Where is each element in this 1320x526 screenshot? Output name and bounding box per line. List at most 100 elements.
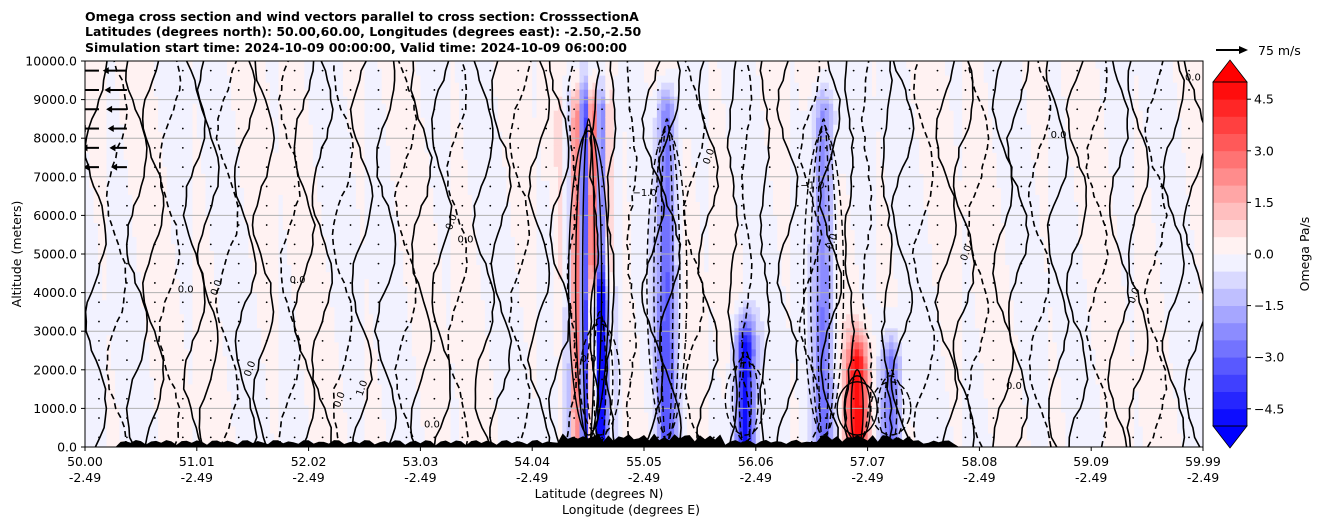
omega-cell xyxy=(97,292,103,301)
omega-cell xyxy=(248,320,254,329)
omega-cell xyxy=(467,117,473,125)
omega-cell xyxy=(330,390,335,399)
omega-cell xyxy=(403,180,409,188)
omega-cell xyxy=(291,201,297,209)
omega-cell xyxy=(433,229,439,238)
omega-cell xyxy=(295,348,301,357)
omega-cell xyxy=(420,390,426,399)
omega-cell xyxy=(153,355,159,364)
omega-cell xyxy=(407,194,413,202)
omega-cell xyxy=(192,124,198,132)
omega-cell xyxy=(377,145,383,153)
omega-cell xyxy=(205,229,211,238)
omega-cell xyxy=(338,89,344,97)
omega-cell xyxy=(132,138,138,146)
omega-cell xyxy=(416,180,421,188)
omega-cell xyxy=(140,82,146,90)
omega-cell xyxy=(343,236,348,245)
omega-cell xyxy=(351,348,357,357)
omega-cell xyxy=(330,355,335,364)
omega-cell xyxy=(463,320,469,329)
omega-cell xyxy=(300,285,305,294)
omega-cell xyxy=(239,383,245,392)
omega-cell xyxy=(407,355,413,364)
omega-cell xyxy=(454,369,460,378)
omega-cell xyxy=(355,397,361,406)
omega-cell xyxy=(252,103,258,111)
omega-cell xyxy=(123,425,129,434)
omega-cell xyxy=(368,390,374,399)
omega-cell xyxy=(355,75,361,83)
omega-cell xyxy=(394,292,400,301)
omega-cell xyxy=(429,432,434,441)
omega-cell xyxy=(351,187,357,195)
omega-cell xyxy=(325,432,331,441)
omega-cell xyxy=(244,348,249,357)
omega-cell xyxy=(222,194,228,202)
omega-cell xyxy=(166,222,172,231)
omega-cell xyxy=(123,348,129,357)
omega-cell xyxy=(269,187,275,195)
omega-cell xyxy=(171,145,176,153)
omega-cell xyxy=(381,348,387,357)
omega-cell xyxy=(441,68,447,76)
omega-cell xyxy=(433,159,439,167)
omega-cell xyxy=(321,425,327,434)
omega-cell xyxy=(472,194,477,202)
omega-cell xyxy=(330,68,335,76)
omega-cell xyxy=(252,131,258,139)
omega-cell xyxy=(123,194,129,202)
omega-cell xyxy=(441,215,447,224)
omega-cell xyxy=(85,110,90,118)
omega-cell xyxy=(321,397,327,406)
omega-cell xyxy=(446,82,452,90)
omega-cell xyxy=(364,82,370,90)
omega-cell xyxy=(360,222,366,231)
omega-cell xyxy=(248,390,254,399)
omega-cell xyxy=(119,159,125,167)
omega-cell xyxy=(321,348,327,357)
omega-cell xyxy=(226,236,232,245)
omega-cell xyxy=(347,264,353,273)
omega-cell xyxy=(93,264,99,273)
omega-cell xyxy=(115,439,120,447)
omega-cell xyxy=(394,397,400,406)
omega-cell xyxy=(119,320,125,329)
omega-cell xyxy=(102,89,108,97)
omega-cell xyxy=(420,138,426,146)
omega-cell xyxy=(360,355,366,364)
omega-cell xyxy=(411,194,417,202)
omega-cell xyxy=(162,82,168,90)
omega-cell xyxy=(192,355,198,364)
omega-cell xyxy=(429,166,434,174)
omega-cell xyxy=(179,82,185,90)
omega-cell xyxy=(205,355,211,364)
omega-cell xyxy=(295,278,301,287)
omega-cell xyxy=(325,201,331,209)
omega-cell xyxy=(304,201,310,209)
omega-cell xyxy=(437,117,443,125)
omega-cell xyxy=(437,208,443,216)
omega-cell xyxy=(115,222,120,231)
omega-cell xyxy=(153,264,159,273)
omega-cell xyxy=(416,243,421,252)
omega-cell xyxy=(416,215,421,224)
omega-cell xyxy=(368,208,374,216)
omega-cell xyxy=(304,257,310,266)
omega-cell xyxy=(231,383,237,392)
omega-cell xyxy=(149,390,155,399)
omega-cell xyxy=(343,145,348,153)
omega-cell xyxy=(119,397,125,406)
omega-cell xyxy=(282,89,288,97)
omega-cell xyxy=(158,138,163,146)
omega-cell xyxy=(403,271,409,280)
omega-cell xyxy=(334,166,340,174)
omega-cell xyxy=(429,131,434,139)
omega-cell xyxy=(441,201,447,209)
omega-cell xyxy=(123,138,129,146)
omega-cell xyxy=(183,166,189,174)
omega-cell xyxy=(364,194,370,202)
omega-cell xyxy=(188,271,194,280)
omega-cell xyxy=(450,362,456,371)
omega-cell xyxy=(381,110,387,118)
